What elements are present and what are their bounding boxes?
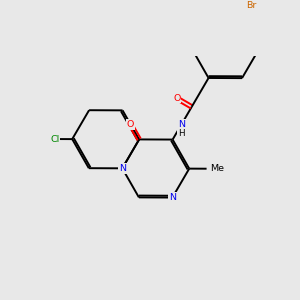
Text: Me: Me: [210, 164, 224, 173]
Text: Br: Br: [246, 1, 256, 10]
Text: N: N: [119, 164, 126, 173]
Text: Cl: Cl: [50, 134, 59, 143]
Text: N: N: [178, 120, 185, 129]
Text: N: N: [169, 193, 176, 202]
Text: H: H: [178, 129, 185, 138]
Text: O: O: [127, 120, 134, 129]
Text: O: O: [173, 94, 180, 103]
